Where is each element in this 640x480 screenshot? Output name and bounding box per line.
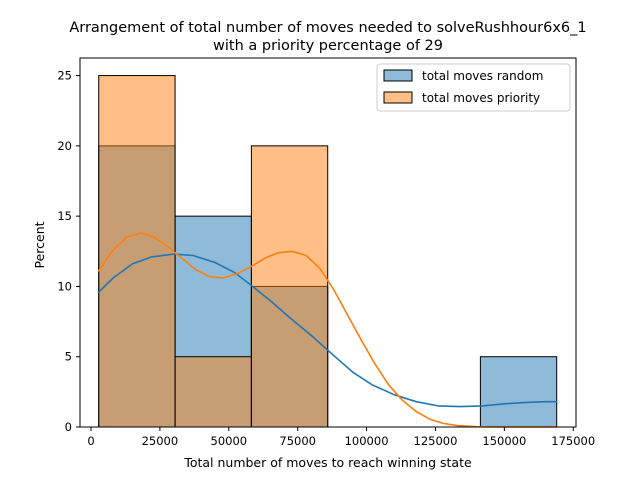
- y-tick-label: 5: [65, 350, 72, 364]
- legend-box: [376, 63, 571, 112]
- legend: total moves random total moves priority: [376, 63, 571, 112]
- kde-layer: [97, 232, 558, 428]
- plot-frame: [79, 57, 577, 428]
- y-tick-label: 25: [57, 69, 72, 83]
- x-axis-label: Total number of moves to reach winning s…: [183, 455, 472, 470]
- bars-layer: [98, 75, 558, 428]
- legend-label-priority: total moves priority: [422, 91, 540, 105]
- chart-title-line2: with a priority percentage of 29: [213, 38, 443, 54]
- bar-priority-bin-0: [98, 75, 176, 428]
- x-tick-label: 125000: [414, 434, 458, 448]
- legend-swatch-priority: [383, 91, 413, 104]
- bar-random-bin-5: [479, 356, 558, 428]
- y-tick-label: 10: [57, 279, 72, 293]
- kde-line-priority: [97, 232, 558, 428]
- legend-label-random: total moves random: [422, 69, 543, 83]
- y-tick-label: 20: [57, 139, 72, 153]
- x-tick-label: 75000: [279, 434, 316, 448]
- x-tick-label: 25000: [142, 434, 179, 448]
- x-tick-label: 100000: [345, 434, 389, 448]
- bar-priority-bin-2: [250, 145, 329, 428]
- x-tick-label: 50000: [211, 434, 248, 448]
- y-tick-label: 0: [65, 420, 72, 434]
- legend-swatch-random: [383, 69, 413, 82]
- axes-layer: 0 25000 50000 75000 100000 125000 150000 175000…: [57, 57, 595, 448]
- kde-line-random: [97, 253, 558, 408]
- x-tick-label: 150000: [482, 434, 526, 448]
- x-tick-label: 175000: [551, 434, 595, 448]
- y-tick-label: 15: [57, 209, 72, 223]
- bar-priority-bin-1: [174, 356, 252, 428]
- x-tick-label: 0: [87, 434, 94, 448]
- chart-title-line1: Arrangement of total number of moves nee…: [69, 20, 586, 36]
- y-axis-label: Percent: [32, 221, 47, 268]
